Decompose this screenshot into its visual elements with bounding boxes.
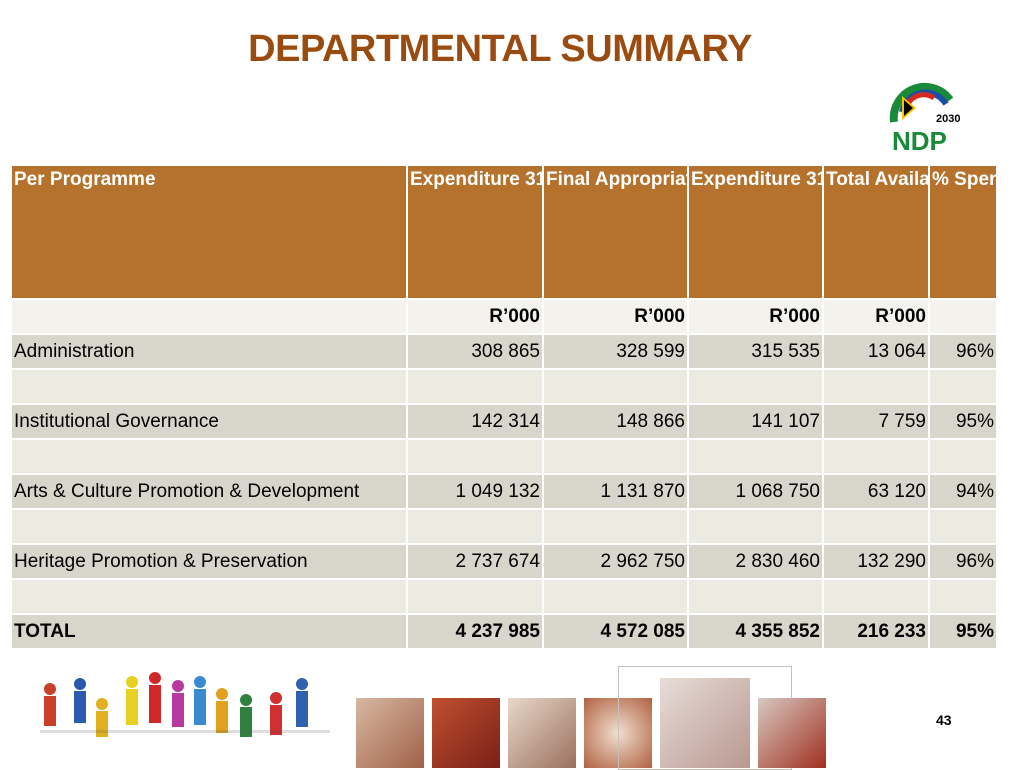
units-row: R’000 R’000 R’000 R’000 [12,298,996,334]
units-cell: R’000 [407,298,544,334]
photo-dancers-silhouette [432,698,500,768]
header-expenditure-2019: Expenditure 31 March 2019 [407,166,544,299]
departmental-summary-table: Per Programme Expenditure 31 March 2019 … [12,166,996,648]
total-value: 4 572 085 [543,613,689,648]
spacer-row [12,368,996,404]
value-cell: 148 866 [543,403,689,439]
value-cell: 1 068 750 [688,473,824,509]
spacer-row [12,578,996,614]
units-cell [12,298,408,334]
value-cell: 96% [929,333,996,369]
total-value: 4 355 852 [688,613,824,648]
value-cell: 132 290 [823,543,930,579]
value-cell: 2 737 674 [407,543,544,579]
value-cell: 2 962 750 [543,543,689,579]
units-cell [929,298,996,334]
total-label: TOTAL [12,613,408,648]
units-cell: R’000 [688,298,824,334]
page-number: 43 [936,712,952,728]
page-title: DEPARTMENTAL SUMMARY [248,28,752,70]
table-row: Institutional Governance 142 314 148 866… [12,403,996,439]
header-programme: Per Programme [12,166,408,299]
value-cell: 95% [929,403,996,439]
total-value: 216 233 [823,613,930,648]
units-cell: R’000 [543,298,689,334]
spacer-row [12,508,996,544]
photo-reading-hand [356,698,424,768]
table-header-row: Per Programme Expenditure 31 March 2019 … [12,166,996,299]
header-expenditure-2020: Expenditure 31 March 2020 [688,166,824,299]
logo-year: 2030 [936,113,960,125]
value-cell: 308 865 [407,333,544,369]
value-cell: 1 049 132 [407,473,544,509]
logo-letters: NDP [892,126,947,154]
programme-name: Institutional Governance [12,403,408,439]
value-cell: 94% [929,473,996,509]
total-value: 4 237 985 [407,613,544,648]
value-cell: 315 535 [688,333,824,369]
programme-name: Heritage Promotion & Preservation [12,543,408,579]
header-final-appropriation: Final Appropriation 2019/20 [543,166,689,299]
table-row: Arts & Culture Promotion & Development 1… [12,473,996,509]
value-cell: 13 064 [823,333,930,369]
value-cell: 7 759 [823,403,930,439]
units-cell: R’000 [823,298,930,334]
table-row: Administration 308 865 328 599 315 535 1… [12,333,996,369]
value-cell: 141 107 [688,403,824,439]
value-cell: 96% [929,543,996,579]
programme-name: Arts & Culture Promotion & Development [12,473,408,509]
photo-ballet-shoes [660,678,750,768]
photo-film-reel [508,698,576,768]
header-percent-spent: % Spent [929,166,996,299]
value-cell: 63 120 [823,473,930,509]
table-row: Heritage Promotion & Preservation 2 737 … [12,543,996,579]
photo-saxophone-player [758,698,826,768]
header-total-available: Total Available [823,166,930,299]
programme-name: Administration [12,333,408,369]
total-row: TOTAL 4 237 985 4 572 085 4 355 852 216 … [12,613,996,648]
value-cell: 2 830 460 [688,543,824,579]
sports-children-image [40,672,330,737]
total-value: 95% [929,613,996,648]
value-cell: 142 314 [407,403,544,439]
spacer-row [12,438,996,474]
value-cell: 328 599 [543,333,689,369]
value-cell: 1 131 870 [543,473,689,509]
ndp-logo: 2030 NDP [889,83,960,154]
